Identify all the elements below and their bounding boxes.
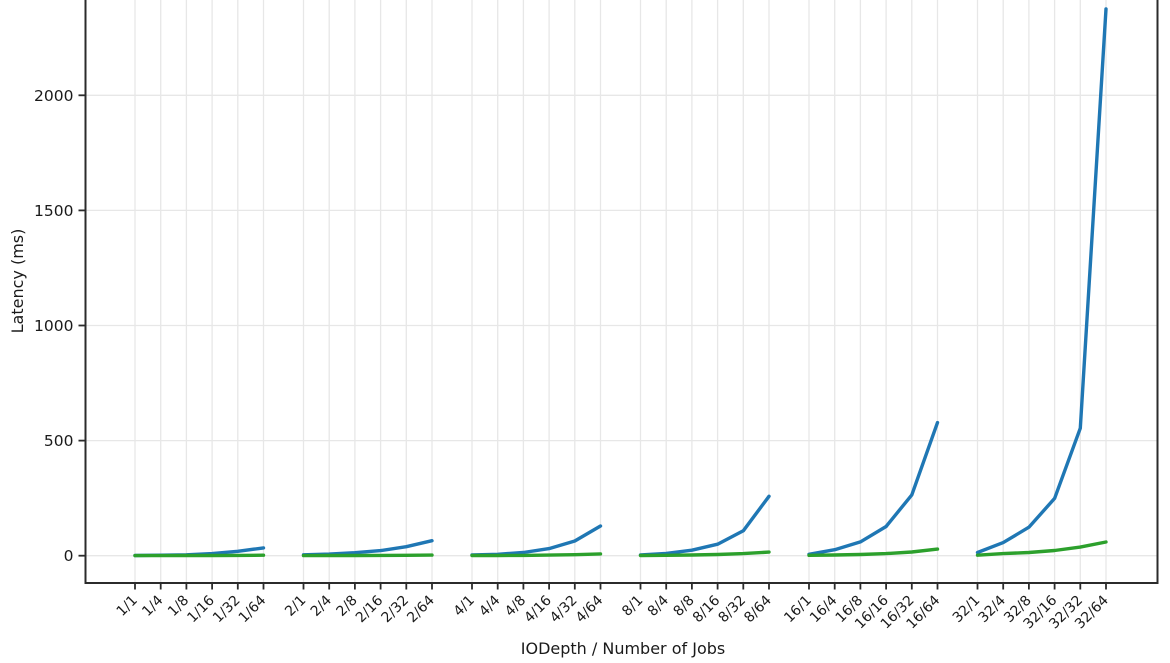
- axes: [78, 0, 1159, 590]
- x-axis-title: IODepth / Number of Jobs: [521, 639, 725, 658]
- x-tick-label: 1/64: [236, 592, 270, 626]
- x-tick-label: 1/32: [210, 593, 244, 627]
- green-series-segment: [470, 552, 603, 558]
- x-tick-label: 8/1: [619, 593, 646, 620]
- y-tick-label: 2000: [34, 87, 73, 105]
- green-series-segment: [638, 550, 771, 558]
- y-axis-title: Latency (ms): [8, 229, 27, 334]
- x-tick-label: 4/64: [573, 592, 607, 626]
- gridlines: [85, 0, 1158, 583]
- x-tick-label: 4/1: [451, 593, 478, 620]
- x-tick-label: 2/1: [282, 593, 309, 620]
- x-tick-label: 8/64: [741, 592, 775, 626]
- x-tick-label: 2/16: [353, 592, 387, 626]
- x-tick-label: 1/16: [184, 592, 218, 626]
- y-tick-label: 500: [44, 432, 74, 450]
- green-series-segment: [975, 540, 1108, 557]
- data-series: [133, 7, 1108, 558]
- blue-series-segment: [301, 539, 434, 557]
- x-tick-label: 1/1: [114, 593, 141, 620]
- blue-series-segment: [470, 524, 603, 557]
- x-tick-label: 8/32: [716, 593, 750, 627]
- x-tick-label: 32/4: [975, 592, 1009, 626]
- x-tick-label: 32/1: [950, 593, 984, 627]
- y-tick-label: 1500: [34, 202, 73, 220]
- blue-series-segment: [638, 494, 771, 557]
- green-series-segment: [301, 553, 434, 558]
- blue-series-segment: [975, 7, 1108, 555]
- x-tick-label: 4/16: [521, 592, 555, 626]
- x-tick-label: 8/4: [645, 592, 672, 619]
- x-tick-label: 2/4: [308, 592, 335, 619]
- x-tick-label: 16/4: [807, 592, 841, 626]
- x-tick-label: 4/4: [476, 592, 503, 619]
- x-tick-label: 2/32: [379, 593, 413, 627]
- x-tick-label: 2/64: [404, 592, 438, 626]
- y-tick-label: 1000: [34, 317, 73, 335]
- blue-series-segment: [807, 420, 940, 556]
- x-tick-label: 4/32: [547, 593, 581, 627]
- x-tick-label: 16/1: [781, 593, 815, 627]
- x-tick-label: 1/4: [139, 592, 166, 619]
- y-tick-label: 0: [64, 547, 74, 565]
- green-series-segment: [807, 547, 940, 557]
- x-tick-label: 8/16: [690, 592, 724, 626]
